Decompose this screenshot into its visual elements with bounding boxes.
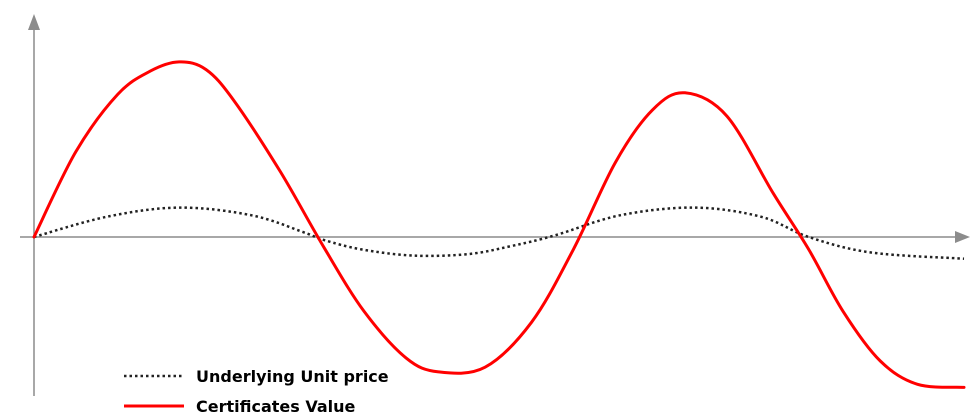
series-certificates-value [32, 60, 966, 389]
y-axis [28, 14, 40, 396]
legend-label-certificates: Certificates Value [196, 397, 356, 416]
series-underlying-unit-price [33, 206, 965, 260]
legend-label-underlying: Underlying Unit price [196, 367, 389, 386]
series-layer [32, 60, 966, 389]
y-axis-arrow-icon [28, 14, 40, 30]
legend: Underlying Unit price Certificates Value [124, 367, 389, 416]
legend-item-certificates: Certificates Value [124, 397, 356, 416]
x-axis-arrow-icon [955, 231, 970, 243]
x-axis [20, 231, 970, 243]
legend-item-underlying: Underlying Unit price [124, 367, 389, 386]
